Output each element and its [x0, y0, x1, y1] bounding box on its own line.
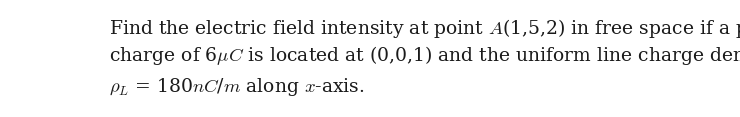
Text: charge of 6$\mu C$ is located at (0,0,1) and the uniform line charge density: charge of 6$\mu C$ is located at (0,0,1)…: [109, 44, 740, 67]
Text: $\rho_L$ = 180$nC$/$m$ along $x$-axis.: $\rho_L$ = 180$nC$/$m$ along $x$-axis.: [109, 76, 364, 98]
Text: Find the electric field intensity at point $A$(1,5,2) in free space if a point: Find the electric field intensity at poi…: [109, 17, 740, 40]
